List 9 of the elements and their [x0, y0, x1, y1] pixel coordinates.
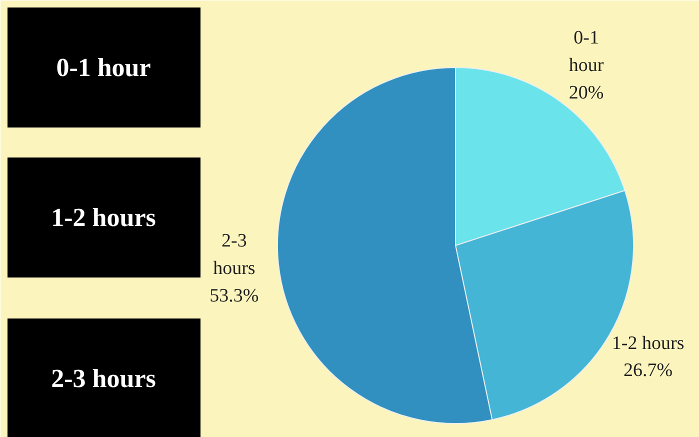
slice-label: 0-1 hour	[568, 28, 604, 76]
slice-label: 2-3 hours	[213, 230, 256, 280]
data-label: 53.3%	[210, 285, 259, 306]
text: 2-3 hours	[51, 364, 156, 393]
text: 1-2 hours	[51, 203, 156, 232]
slice-label: 1-2 hours	[612, 332, 684, 354]
data-label: 20%	[568, 82, 604, 104]
text: 0-1 hour	[56, 53, 151, 82]
data-label: 26.7%	[624, 360, 673, 382]
